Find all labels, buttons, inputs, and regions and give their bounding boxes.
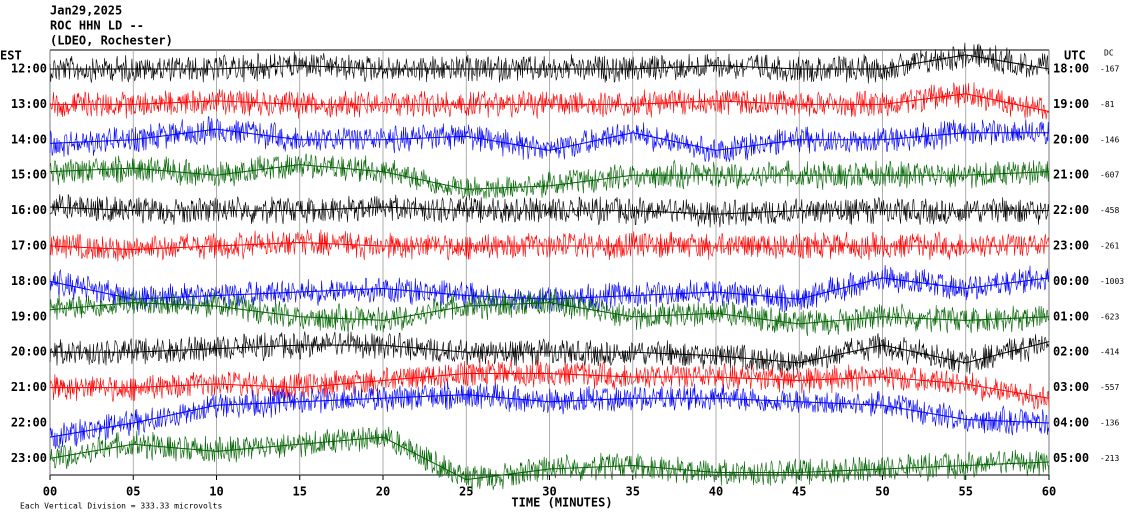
utc-label: 03:00 <box>1053 380 1089 394</box>
utc-label: 00:00 <box>1053 274 1089 288</box>
dc-value: -146 <box>1100 135 1119 144</box>
trace <box>49 277 1050 300</box>
x-tick-label: 15 <box>293 485 307 499</box>
left-axis-label: EST <box>0 49 22 63</box>
dc-value: -81 <box>1100 100 1115 109</box>
trace-noise <box>49 382 1050 449</box>
x-tick-label: 25 <box>459 485 473 499</box>
trace-noise <box>49 193 1050 228</box>
dc-value: -167 <box>1100 65 1119 74</box>
trace-noise <box>49 359 1050 410</box>
title-line: (LDEO, Rochester) <box>50 34 173 48</box>
footnote: Each Vertical Division = 333.33 microvol… <box>20 502 222 511</box>
utc-label: 01:00 <box>1053 309 1089 323</box>
est-label: 16:00 <box>11 203 47 217</box>
dc-value: -414 <box>1100 348 1119 357</box>
trace-noise <box>49 288 1050 337</box>
dc-value: -1003 <box>1100 277 1124 286</box>
x-tick-label: 55 <box>959 485 973 499</box>
est-label: 23:00 <box>11 451 47 465</box>
x-tick-label: 00 <box>43 485 57 499</box>
trace <box>50 372 1050 399</box>
trace <box>50 341 1050 364</box>
est-label: 20:00 <box>11 345 47 359</box>
dc-value: -213 <box>1100 454 1119 463</box>
x-tick-label: 40 <box>709 485 723 499</box>
utc-label: 23:00 <box>1053 239 1089 253</box>
trace <box>49 206 1049 215</box>
est-label: 21:00 <box>11 380 47 394</box>
x-tick-label: 30 <box>542 485 556 499</box>
utc-label: 19:00 <box>1053 97 1089 111</box>
dc-value: -607 <box>1100 171 1119 180</box>
est-label: 18:00 <box>11 274 47 288</box>
trace <box>49 394 1050 438</box>
x-tick-label: 60 <box>1042 485 1056 499</box>
title-line: Jan29,2025 <box>50 4 122 18</box>
x-tick-label: 45 <box>792 485 806 499</box>
utc-label: 22:00 <box>1053 203 1089 217</box>
trace <box>49 436 1050 481</box>
est-label: 12:00 <box>11 62 47 76</box>
trace <box>49 241 1049 251</box>
dc-value: -458 <box>1100 206 1119 215</box>
est-label: 13:00 <box>11 97 47 111</box>
trace <box>49 164 1050 190</box>
trace <box>49 128 1049 151</box>
trace <box>50 93 1050 112</box>
trace-noise <box>49 115 1050 162</box>
trace-noise <box>49 426 1050 492</box>
est-label: 14:00 <box>11 132 47 146</box>
est-label: 19:00 <box>11 309 47 323</box>
x-axis-label: TIME (MINUTES) <box>511 496 612 510</box>
trace-noise <box>49 153 1050 201</box>
utc-label: 20:00 <box>1053 132 1089 146</box>
utc-label: 18:00 <box>1053 62 1089 76</box>
trace-noise <box>49 82 1050 120</box>
dc-value: -261 <box>1100 242 1119 251</box>
dc-label: DC <box>1104 49 1114 58</box>
trace-noise <box>49 42 1050 84</box>
x-tick-label: 05 <box>126 485 140 499</box>
trace-noise <box>49 264 1050 313</box>
x-tick-label: 10 <box>209 485 223 499</box>
utc-label: 05:00 <box>1053 451 1089 465</box>
x-tick-label: 50 <box>875 485 889 499</box>
title-line: ROC HHN LD -- <box>50 19 144 33</box>
x-tick-label: 35 <box>626 485 640 499</box>
dc-value: -557 <box>1100 383 1119 392</box>
x-tick-label: 20 <box>376 485 390 499</box>
est-label: 17:00 <box>11 239 47 253</box>
trace-noise <box>49 331 1050 375</box>
trace <box>50 54 1050 70</box>
dc-value: -136 <box>1100 419 1119 428</box>
est-label: 22:00 <box>11 416 47 430</box>
utc-label: 21:00 <box>1053 168 1089 182</box>
right-axis-label: UTC <box>1064 49 1086 63</box>
utc-label: 02:00 <box>1053 345 1089 359</box>
trace <box>49 302 1050 325</box>
dc-value: -623 <box>1100 312 1119 321</box>
utc-label: 04:00 <box>1053 416 1089 430</box>
est-label: 15:00 <box>11 168 47 182</box>
